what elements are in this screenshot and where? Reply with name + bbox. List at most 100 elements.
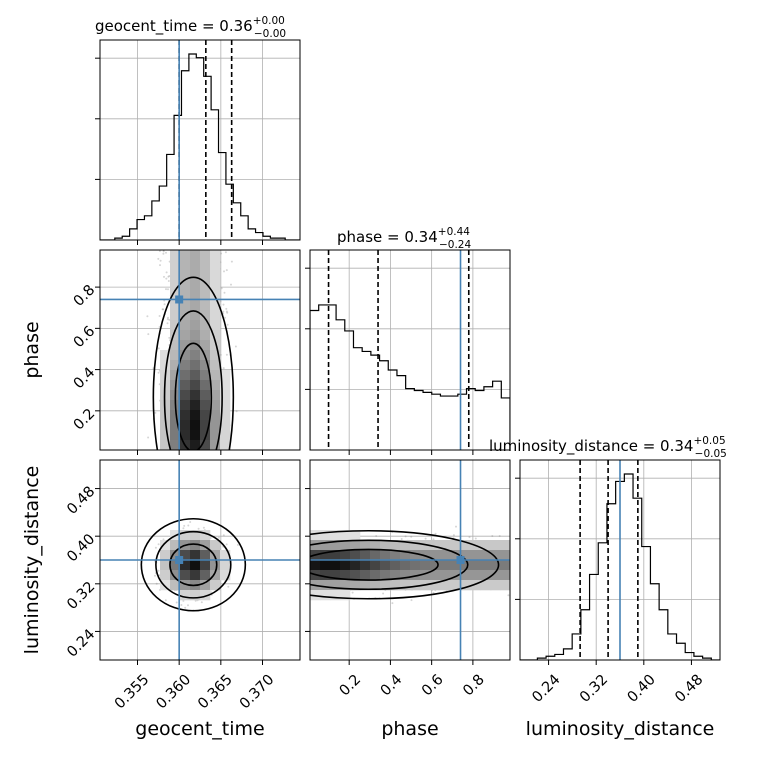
density-cell: [190, 530, 201, 541]
sample-point: [230, 283, 232, 286]
density-cell: [330, 560, 341, 571]
density-cell: [210, 560, 221, 571]
density-cell: [170, 330, 181, 341]
density-cell: [190, 560, 201, 571]
sample-point: [184, 606, 187, 609]
density-cell: [330, 570, 341, 581]
tick-label-phase: 0.2: [71, 406, 99, 434]
density-cell: [210, 380, 221, 391]
sample-point: [157, 347, 160, 350]
density-cell: [180, 250, 191, 261]
density-cell: [170, 340, 181, 351]
tick-label-geocent_time: 0.360: [154, 672, 195, 713]
density-cell: [190, 300, 201, 311]
density-cell: [170, 250, 181, 261]
density-cell: [370, 560, 381, 571]
density-cell: [170, 280, 181, 291]
density-cell: [380, 580, 391, 591]
sample-point: [159, 259, 162, 262]
sample-point: [157, 543, 160, 546]
density-cell: [190, 370, 201, 381]
contour-level-2: [174, 342, 213, 450]
density-cell: [210, 260, 221, 271]
contour-level-0: [152, 276, 235, 450]
density-cell: [220, 410, 231, 421]
density-cell: [450, 570, 461, 581]
density-cell: [190, 380, 201, 391]
density-cell: [390, 570, 401, 581]
density-cell: [420, 560, 431, 571]
sample-point: [410, 599, 413, 602]
tick-label-phase: 0.8: [460, 672, 488, 700]
density-cell: [440, 560, 451, 571]
sample-point: [230, 260, 233, 263]
density-cell: [410, 540, 421, 551]
density-cell: [170, 570, 181, 581]
sample-point: [222, 534, 225, 537]
density-cell: [170, 540, 181, 551]
density-cell: [480, 580, 491, 591]
sample-point: [158, 315, 161, 317]
density-cell: [210, 360, 221, 371]
xlabel-geocent_time: geocent_time: [135, 718, 264, 740]
density-cell: [160, 350, 171, 361]
density-cell: [360, 540, 371, 551]
panel-content: [520, 460, 720, 660]
density-cell: [200, 250, 211, 261]
density-cell: [200, 310, 211, 321]
density-cell: [190, 260, 201, 271]
density-cell: [210, 340, 221, 351]
density-cell: [460, 560, 471, 571]
density-cell: [180, 530, 191, 541]
density-cell: [190, 550, 201, 561]
density-cell: [180, 580, 191, 591]
density-cell: [200, 430, 211, 441]
sample-point: [498, 535, 501, 537]
density-cell: [160, 360, 171, 371]
sample-point: [226, 323, 229, 326]
density-cell: [210, 420, 221, 431]
sample-point: [166, 322, 169, 325]
density-cell: [430, 540, 441, 551]
sample-point: [162, 250, 165, 253]
density-cell: [350, 550, 361, 561]
panel-frame: [99, 249, 301, 451]
panel-content: [100, 40, 300, 240]
density-cell: [320, 570, 331, 581]
sample-point: [163, 275, 165, 278]
density-cell: [500, 570, 510, 581]
density-cell: [160, 540, 171, 551]
density-cell: [200, 560, 211, 571]
density-cell: [220, 400, 231, 411]
density-cell: [190, 310, 201, 321]
density-cell: [200, 530, 211, 541]
sample-point: [507, 594, 510, 597]
contour-level-2: [169, 543, 218, 587]
density-cell: [470, 570, 481, 581]
density-cell: [200, 410, 211, 421]
density-cell: [310, 530, 321, 541]
density-cell: [370, 540, 381, 551]
density-cell: [200, 270, 211, 281]
density-cell: [490, 540, 501, 551]
density-cell: [190, 360, 201, 371]
sample-point: [236, 543, 239, 546]
density-cell: [380, 560, 391, 571]
density-cell: [190, 290, 201, 301]
density-cell: [450, 560, 461, 571]
sample-point: [474, 537, 477, 540]
density-cell: [190, 390, 201, 401]
tick-label-luminosity_distance: 0.48: [672, 672, 706, 706]
sample-point: [164, 599, 167, 602]
sample-point: [163, 303, 166, 306]
density-cell: [200, 370, 211, 381]
panel-frame: [99, 39, 301, 241]
tick-label-luminosity_distance: 0.40: [625, 672, 659, 706]
density-cell: [200, 400, 211, 411]
density-cell: [400, 560, 411, 571]
ylabel-phase: phase: [21, 321, 43, 378]
density-cell: [180, 320, 191, 331]
density-cell: [180, 560, 191, 571]
tick-label-phase: 0.4: [71, 365, 99, 393]
sample-point: [180, 604, 183, 606]
